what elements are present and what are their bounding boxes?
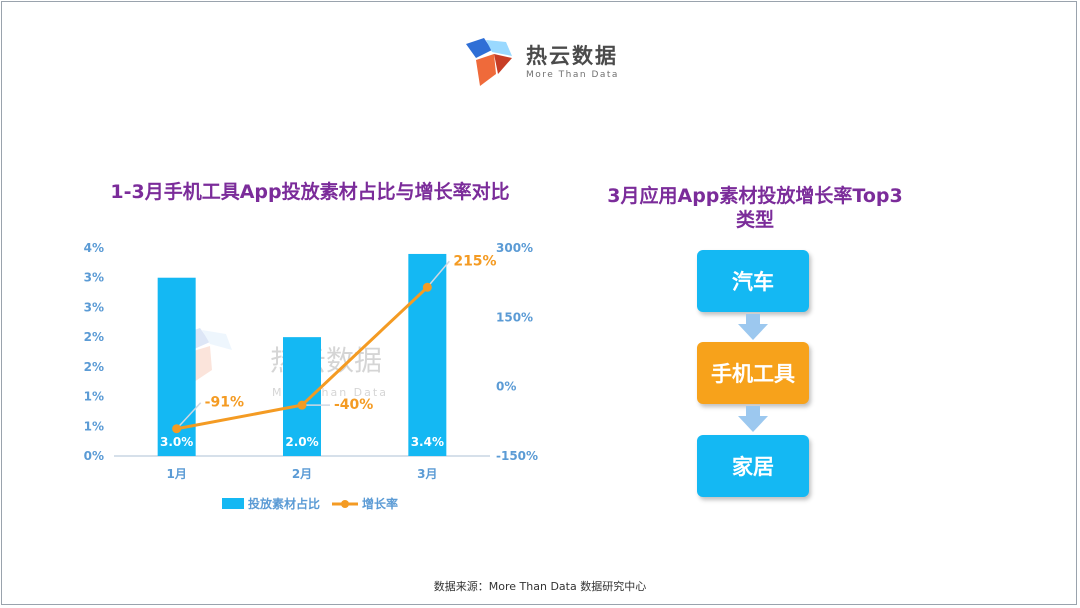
growth-point-1	[172, 424, 182, 434]
combo-chart: 热云数据 More Than Data 0%1%1%2%2%3%3%4% -15…	[84, 241, 538, 511]
legend-line-marker	[341, 500, 349, 508]
left-axis-tick-label: 3%	[84, 300, 104, 314]
rank-2-box: 手机工具	[697, 342, 809, 404]
right-axis-tick-label: -150%	[496, 449, 538, 463]
right-axis-tick-label: 300%	[496, 241, 533, 255]
legend-line-label: 增长率	[362, 496, 398, 511]
growth-value-label: 215%	[453, 253, 496, 269]
left-axis-tick-label: 2%	[84, 360, 104, 374]
data-label-leader	[426, 260, 450, 288]
left-axis-tick-label: 4%	[84, 241, 104, 255]
legend-bar-swatch	[222, 498, 244, 509]
bar-value-label: 3.4%	[411, 435, 444, 449]
bar-value-label: 3.0%	[160, 435, 193, 449]
logo-name: 热云数据	[526, 44, 618, 68]
rank-1-box: 汽车	[697, 250, 809, 312]
left-axis-tick-label: 2%	[84, 330, 104, 344]
x-axis-tick-label: 1月	[166, 467, 186, 481]
left-axis-tick-label: 1%	[84, 390, 104, 404]
left-axis-tick-label: 1%	[84, 419, 104, 433]
growth-point-2	[297, 400, 307, 410]
growth-value-label: -91%	[205, 395, 244, 411]
right-panel-title: 3月应用App素材投放增长率Top3类型	[607, 185, 903, 231]
rank-3-box: 家居	[697, 435, 809, 497]
bar-value-label: 2.0%	[285, 435, 318, 449]
data-label-leader	[176, 402, 202, 430]
legend-bar-label: 投放素材占比	[248, 496, 320, 511]
arrow-down-icon	[738, 314, 768, 340]
x-axis-tick-label: 2月	[292, 467, 312, 481]
logo: 热云数据 More Than Data	[462, 36, 632, 90]
growth-point-3	[422, 282, 432, 292]
right-axis-tick-label: 0%	[496, 380, 516, 394]
growth-value-label: -40%	[334, 397, 373, 413]
left-axis-tick-label: 0%	[84, 449, 104, 463]
arrow-down-icon	[738, 406, 768, 432]
bar-2	[283, 337, 321, 456]
right-axis-tick-label: 150%	[496, 310, 533, 324]
chart-title: 1-3月手机工具App投放素材占比与增长率对比	[110, 181, 510, 203]
left-axis-tick-label: 3%	[84, 271, 104, 285]
logo-icon	[466, 38, 512, 86]
logo-tagline: More Than Data	[526, 70, 619, 80]
chart-legend: 投放素材占比 增长率	[222, 496, 398, 511]
x-axis-tick-label: 3月	[417, 467, 437, 481]
data-source: 数据来源：More Than Data 数据研究中心	[433, 580, 647, 593]
